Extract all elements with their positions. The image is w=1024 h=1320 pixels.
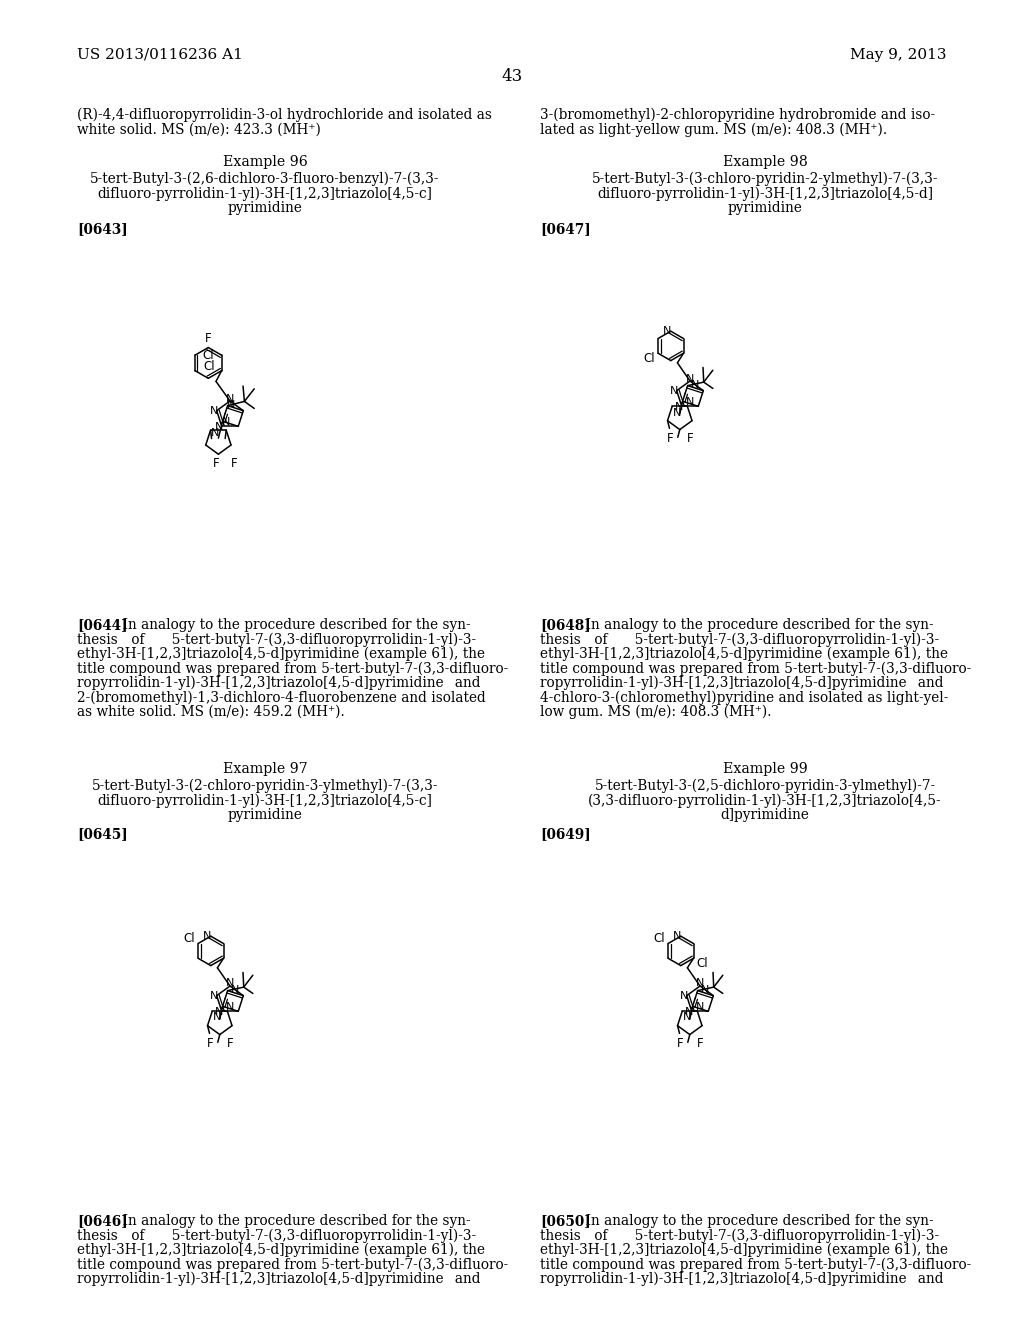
- Text: Cl: Cl: [203, 360, 215, 374]
- Text: N: N: [221, 417, 229, 428]
- Text: Example 98: Example 98: [723, 154, 807, 169]
- Text: N: N: [215, 422, 223, 433]
- Text: Cl: Cl: [643, 351, 655, 364]
- Text: (R)-4,4-difluoropyrrolidin-3-ol hydrochloride and isolated as: (R)-4,4-difluoropyrrolidin-3-ol hydrochl…: [77, 108, 492, 123]
- Text: (3,3-difluoro-pyrrolidin-1-yl)-3H-[1,2,3]triazolo[4,5-: (3,3-difluoro-pyrrolidin-1-yl)-3H-[1,2,3…: [588, 793, 942, 808]
- Text: N: N: [673, 931, 681, 941]
- Text: ethyl-3H-[1,2,3]triazolo[4,5-d]pyrimidine (example 61), the: ethyl-3H-[1,2,3]triazolo[4,5-d]pyrimidin…: [540, 647, 948, 661]
- Text: title compound was prepared from 5-tert-butyl-7-(3,3-difluoro-: title compound was prepared from 5-tert-…: [540, 661, 971, 676]
- Text: N: N: [685, 1007, 693, 1018]
- Text: 5-tert-Butyl-3-(3-chloro-pyridin-2-ylmethyl)-7-(3,3-: 5-tert-Butyl-3-(3-chloro-pyridin-2-ylmet…: [592, 172, 938, 186]
- Text: N: N: [680, 990, 688, 1001]
- Text: F: F: [696, 1038, 703, 1051]
- Text: N: N: [230, 985, 239, 995]
- Text: N: N: [690, 380, 699, 389]
- Text: N: N: [695, 1002, 703, 1012]
- Text: N: N: [225, 1002, 233, 1012]
- Text: N: N: [663, 326, 671, 337]
- Text: In analogy to the procedure described for the syn-: In analogy to the procedure described fo…: [109, 618, 471, 632]
- Text: thesis of  5-tert-butyl-7-(3,3-difluoropyrrolidin-1-yl)-3-: thesis of 5-tert-butyl-7-(3,3-difluoropy…: [540, 1229, 939, 1243]
- Text: [0649]: [0649]: [540, 828, 591, 841]
- Text: ropyrrolidin-1-yl)-3H-[1,2,3]triazolo[4,5-d]pyrimidine  and: ropyrrolidin-1-yl)-3H-[1,2,3]triazolo[4,…: [540, 1272, 943, 1287]
- Text: N: N: [670, 385, 678, 396]
- Text: N: N: [673, 408, 681, 417]
- Text: 2-(bromomethyl)-1,3-dichloro-4-fluorobenzene and isolated: 2-(bromomethyl)-1,3-dichloro-4-fluoroben…: [77, 690, 485, 705]
- Text: 5-tert-Butyl-3-(2-chloro-pyridin-3-ylmethyl)-7-(3,3-: 5-tert-Butyl-3-(2-chloro-pyridin-3-ylmet…: [92, 779, 438, 793]
- Text: thesis of  5-tert-butyl-7-(3,3-difluoropyrrolidin-1-yl)-3-: thesis of 5-tert-butyl-7-(3,3-difluoropy…: [77, 632, 476, 647]
- Text: pyrimidine: pyrimidine: [728, 201, 803, 215]
- Text: F: F: [677, 1038, 683, 1051]
- Text: white solid. MS (m/e): 423.3 (MH⁺): white solid. MS (m/e): 423.3 (MH⁺): [77, 123, 321, 136]
- Text: In analogy to the procedure described for the syn-: In analogy to the procedure described fo…: [572, 618, 934, 632]
- Text: N: N: [211, 428, 219, 437]
- Text: difluoro-pyrrolidin-1-yl)-3H-[1,2,3]triazolo[4,5-c]: difluoro-pyrrolidin-1-yl)-3H-[1,2,3]tria…: [97, 186, 432, 201]
- Text: Cl: Cl: [653, 932, 666, 945]
- Text: N: N: [210, 405, 218, 416]
- Text: lated as light-yellow gum. MS (m/e): 408.3 (MH⁺).: lated as light-yellow gum. MS (m/e): 408…: [540, 123, 887, 137]
- Text: N: N: [210, 990, 218, 1001]
- Text: ropyrrolidin-1-yl)-3H-[1,2,3]triazolo[4,5-d]pyrimidine  and: ropyrrolidin-1-yl)-3H-[1,2,3]triazolo[4,…: [77, 1272, 480, 1287]
- Text: Cl: Cl: [183, 932, 196, 945]
- Text: d]pyrimidine: d]pyrimidine: [721, 808, 809, 822]
- Text: N: N: [213, 1012, 221, 1023]
- Text: low gum. MS (m/e): 408.3 (MH⁺).: low gum. MS (m/e): 408.3 (MH⁺).: [540, 705, 771, 719]
- Text: [0643]: [0643]: [77, 222, 128, 236]
- Text: [0646]: [0646]: [77, 1214, 128, 1228]
- Text: N: N: [700, 985, 709, 995]
- Text: N: N: [226, 978, 234, 989]
- Text: pyrimidine: pyrimidine: [227, 808, 302, 822]
- Text: N: N: [226, 393, 234, 404]
- Text: N: N: [686, 397, 694, 408]
- Text: US 2013/0116236 A1: US 2013/0116236 A1: [77, 48, 243, 62]
- Text: F: F: [230, 457, 237, 470]
- Text: [0650]: [0650]: [540, 1214, 591, 1228]
- Text: Cl: Cl: [202, 348, 214, 362]
- Text: ethyl-3H-[1,2,3]triazolo[4,5-d]pyrimidine (example 61), the: ethyl-3H-[1,2,3]triazolo[4,5-d]pyrimidin…: [77, 647, 485, 661]
- Text: 4-chloro-3-(chloromethyl)pyridine and isolated as light-yel-: 4-chloro-3-(chloromethyl)pyridine and is…: [540, 690, 948, 705]
- Text: [0647]: [0647]: [540, 222, 591, 236]
- Text: 5-tert-Butyl-3-(2,6-dichloro-3-fluoro-benzyl)-7-(3,3-: 5-tert-Butyl-3-(2,6-dichloro-3-fluoro-be…: [90, 172, 439, 186]
- Text: ethyl-3H-[1,2,3]triazolo[4,5-d]pyrimidine (example 61), the: ethyl-3H-[1,2,3]triazolo[4,5-d]pyrimidin…: [540, 1243, 948, 1258]
- Text: N: N: [203, 931, 211, 941]
- Text: N: N: [675, 403, 683, 412]
- Text: N: N: [683, 1012, 691, 1023]
- Text: title compound was prepared from 5-tert-butyl-7-(3,3-difluoro-: title compound was prepared from 5-tert-…: [77, 661, 508, 676]
- Text: Example 97: Example 97: [222, 762, 307, 776]
- Text: Example 99: Example 99: [723, 762, 807, 776]
- Text: [0645]: [0645]: [77, 828, 128, 841]
- Text: difluoro-pyrrolidin-1-yl)-3H-[1,2,3]triazolo[4,5-d]: difluoro-pyrrolidin-1-yl)-3H-[1,2,3]tria…: [597, 186, 933, 201]
- Text: N: N: [696, 978, 705, 989]
- Text: N: N: [226, 400, 234, 409]
- Text: 3-(bromomethyl)-2-chloropyridine hydrobromide and iso-: 3-(bromomethyl)-2-chloropyridine hydrobr…: [540, 108, 935, 123]
- Text: pyrimidine: pyrimidine: [227, 201, 302, 215]
- Text: F: F: [207, 1038, 213, 1051]
- Text: Example 96: Example 96: [222, 154, 307, 169]
- Text: N: N: [215, 1007, 223, 1018]
- Text: 5-tert-Butyl-3-(2,5-dichloro-pyridin-3-ylmethyl)-7-: 5-tert-Butyl-3-(2,5-dichloro-pyridin-3-y…: [595, 779, 936, 793]
- Text: In analogy to the procedure described for the syn-: In analogy to the procedure described fo…: [109, 1214, 471, 1228]
- Text: title compound was prepared from 5-tert-butyl-7-(3,3-difluoro-: title compound was prepared from 5-tert-…: [540, 1258, 971, 1272]
- Text: thesis of  5-tert-butyl-7-(3,3-difluoropyrrolidin-1-yl)-3-: thesis of 5-tert-butyl-7-(3,3-difluoropy…: [77, 1229, 476, 1243]
- Text: thesis of  5-tert-butyl-7-(3,3-difluoropyrrolidin-1-yl)-3-: thesis of 5-tert-butyl-7-(3,3-difluoropy…: [540, 632, 939, 647]
- Text: F: F: [226, 1038, 233, 1051]
- Text: N: N: [686, 374, 694, 384]
- Text: May 9, 2013: May 9, 2013: [851, 48, 947, 62]
- Text: ropyrrolidin-1-yl)-3H-[1,2,3]triazolo[4,5-d]pyrimidine  and: ropyrrolidin-1-yl)-3H-[1,2,3]triazolo[4,…: [540, 676, 943, 690]
- Text: F: F: [686, 432, 693, 445]
- Text: Cl: Cl: [696, 957, 708, 970]
- Text: [0648]: [0648]: [540, 618, 591, 632]
- Text: 43: 43: [502, 69, 522, 84]
- Text: [0644]: [0644]: [77, 618, 128, 632]
- Text: difluoro-pyrrolidin-1-yl)-3H-[1,2,3]triazolo[4,5-c]: difluoro-pyrrolidin-1-yl)-3H-[1,2,3]tria…: [97, 793, 432, 808]
- Text: F: F: [667, 432, 673, 445]
- Text: title compound was prepared from 5-tert-butyl-7-(3,3-difluoro-: title compound was prepared from 5-tert-…: [77, 1258, 508, 1272]
- Text: F: F: [205, 333, 212, 345]
- Text: as white solid. MS (m/e): 459.2 (MH⁺).: as white solid. MS (m/e): 459.2 (MH⁺).: [77, 705, 345, 719]
- Text: ethyl-3H-[1,2,3]triazolo[4,5-d]pyrimidine (example 61), the: ethyl-3H-[1,2,3]triazolo[4,5-d]pyrimidin…: [77, 1243, 485, 1258]
- Text: F: F: [212, 457, 219, 470]
- Text: In analogy to the procedure described for the syn-: In analogy to the procedure described fo…: [572, 1214, 934, 1228]
- Text: ropyrrolidin-1-yl)-3H-[1,2,3]triazolo[4,5-d]pyrimidine  and: ropyrrolidin-1-yl)-3H-[1,2,3]triazolo[4,…: [77, 676, 480, 690]
